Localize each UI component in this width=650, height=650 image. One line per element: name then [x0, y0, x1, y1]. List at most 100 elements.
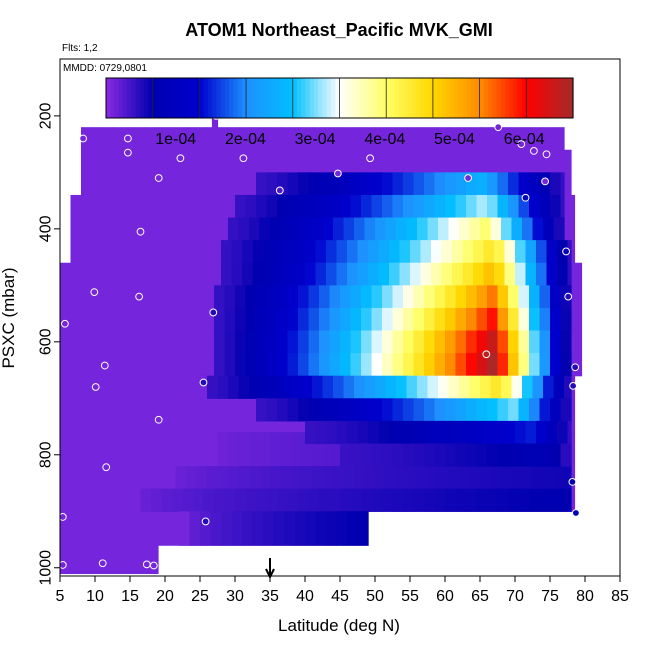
- heatmap-cell: [476, 172, 488, 196]
- heatmap-cell: [277, 398, 289, 422]
- colorbar-tick-label: 6e-04: [504, 131, 545, 148]
- heatmap-cell: [277, 307, 289, 332]
- y-tick-label: 800: [38, 441, 55, 468]
- colorbar-swatch: [394, 78, 400, 118]
- heatmap-cell: [133, 149, 145, 196]
- heatmap-cell: [312, 432, 324, 467]
- heatmap-cell: [385, 375, 397, 399]
- heatmap-cell: [406, 217, 418, 241]
- heatmap-cell: [207, 432, 219, 467]
- observation-point: [136, 227, 145, 236]
- heatmap-cell: [494, 240, 506, 264]
- colorbar-swatch: [568, 78, 574, 118]
- heatmap-cell: [144, 375, 156, 433]
- heatmap-cell: [497, 488, 509, 512]
- heatmap-cell: [361, 330, 373, 354]
- colorbar: [105, 77, 574, 119]
- heatmap-cell: [259, 217, 271, 241]
- heatmap-cell: [133, 127, 145, 151]
- colorbar-swatch: [318, 78, 324, 118]
- heatmap-cell: [546, 262, 558, 286]
- heatmap-cell: [238, 375, 250, 433]
- heatmap-cell: [375, 127, 387, 151]
- heatmap-cell: [165, 262, 177, 377]
- colorbar-swatch: [224, 78, 230, 118]
- colorbar-swatch: [373, 78, 379, 118]
- heatmap-cell: [154, 545, 159, 575]
- heatmap-cell: [438, 375, 450, 399]
- heatmap-cell: [294, 262, 306, 286]
- heatmap-cell: [497, 172, 509, 196]
- heatmap-cell: [487, 330, 499, 354]
- colorbar-swatch: [301, 78, 307, 118]
- heatmap-cell: [277, 353, 289, 377]
- heatmap-cell: [469, 375, 481, 399]
- heatmap-cell: [224, 353, 236, 377]
- heatmap-cell: [322, 127, 334, 151]
- heatmap-cell: [497, 330, 509, 354]
- heatmap-cell: [438, 127, 450, 151]
- y-tick-label: 1000: [38, 550, 55, 586]
- heatmap-cell: [315, 511, 327, 546]
- heatmap-cell: [518, 194, 530, 219]
- heatmap-cell: [564, 149, 572, 196]
- heatmap-cell: [270, 217, 282, 241]
- colorbar-swatch: [275, 78, 281, 118]
- heatmap-cell: [133, 545, 145, 575]
- heatmap-cell: [361, 488, 373, 512]
- heatmap-cell: [382, 398, 394, 422]
- heatmap-cell: [378, 240, 390, 264]
- heatmap-cell: [529, 172, 541, 196]
- colorbar-swatch: [428, 78, 434, 118]
- heatmap-cell: [445, 307, 457, 332]
- heatmap-cell: [319, 307, 331, 332]
- heatmap-cell: [417, 217, 429, 241]
- heatmap-cell: [228, 375, 240, 433]
- colorbar-swatch: [564, 78, 570, 118]
- heatmap-cell: [175, 466, 187, 490]
- heatmap-cell: [382, 172, 394, 196]
- heatmap-cell: [287, 488, 299, 512]
- heatmap-cell: [487, 353, 499, 377]
- heatmap-cell: [249, 375, 261, 399]
- heatmap-cell: [165, 127, 177, 151]
- heatmap-cell: [231, 511, 243, 546]
- heatmap-cell: [392, 194, 404, 219]
- heatmap-cell: [280, 432, 292, 467]
- chart-title: ATOM1 Northeast_Pacific MVK_GMI: [185, 20, 492, 40]
- heatmap-cell: [235, 194, 247, 219]
- heatmap-cell: [207, 262, 219, 377]
- observation-point: [209, 308, 218, 317]
- heatmap-cell: [413, 488, 425, 512]
- heatmap-cell: [123, 194, 135, 264]
- heatmap-cell: [403, 194, 415, 219]
- heatmap-cell: [410, 420, 422, 445]
- heatmap-cell: [455, 307, 467, 332]
- colorbar-tick-label: 2e-04: [225, 131, 266, 148]
- heatmap-cell: [336, 262, 348, 286]
- heatmap-cell: [441, 420, 453, 445]
- heatmap-cell: [413, 194, 425, 219]
- colorbar-swatch: [199, 78, 205, 118]
- x-tick-label: 70: [506, 588, 524, 605]
- heatmap-cell: [361, 172, 373, 196]
- heatmap-cell: [560, 443, 572, 467]
- heatmap-cell: [112, 432, 124, 512]
- observation-point: [154, 415, 163, 424]
- heatmap-cell: [371, 194, 383, 219]
- heatmap-cell: [235, 285, 247, 309]
- heatmap-cell: [235, 307, 247, 332]
- heatmap-cell: [536, 262, 548, 286]
- heatmap-cell: [361, 398, 373, 422]
- heatmap-cell: [228, 375, 240, 399]
- heatmap-cell: [270, 466, 282, 490]
- heatmap-cell: [403, 285, 415, 309]
- heatmap-cell: [476, 330, 488, 354]
- heatmap-cell: [336, 511, 348, 546]
- heatmap-cell: [256, 194, 268, 219]
- x-axis: 5 10 15 20 25 30 35 40 45 50 55 60 65 70 75 80 85: [56, 576, 629, 605]
- heatmap-cell: [217, 432, 229, 467]
- heatmap-cell: [511, 217, 523, 241]
- heatmap-cell: [424, 285, 436, 309]
- heatmap-cell: [238, 432, 250, 467]
